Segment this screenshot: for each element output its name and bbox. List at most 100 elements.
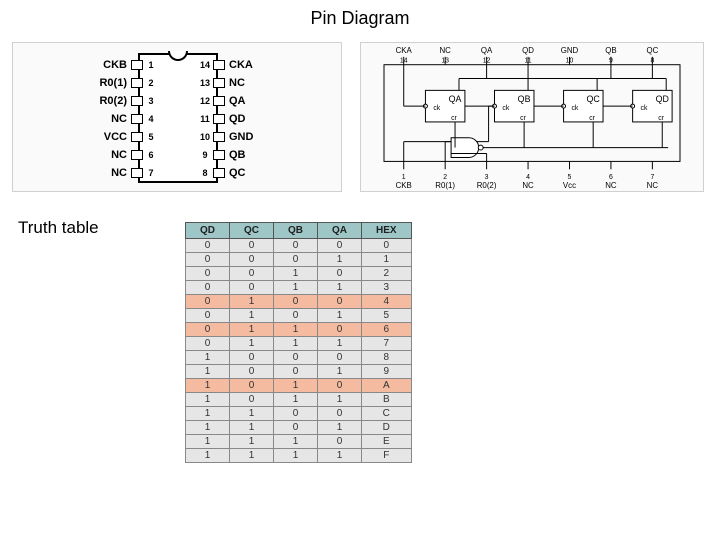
table-row: 1011B bbox=[186, 393, 412, 407]
table-row: 1110E bbox=[186, 435, 412, 449]
svg-text:CKB: CKB bbox=[396, 181, 412, 190]
pin-label: CKB bbox=[83, 59, 131, 71]
pin-num: 10 bbox=[197, 132, 213, 142]
tt-col: QC bbox=[230, 223, 274, 239]
pin-num: 12 bbox=[197, 96, 213, 106]
tt-cell: 1 bbox=[318, 365, 362, 379]
pin-label: VCC bbox=[83, 131, 131, 143]
svg-text:QC: QC bbox=[646, 46, 658, 55]
svg-text:R0(1): R0(1) bbox=[435, 181, 455, 190]
tt-cell: 8 bbox=[362, 351, 412, 365]
pin-num: 3 bbox=[143, 96, 159, 106]
pin-left-7: NC7 bbox=[83, 165, 159, 181]
tt-cell: 1 bbox=[274, 267, 318, 281]
tt-cell: 0 bbox=[362, 239, 412, 253]
tt-cell: 1 bbox=[318, 309, 362, 323]
pin-stub bbox=[131, 168, 143, 178]
pin-right-9: QB 9 bbox=[197, 147, 273, 163]
tt-cell: 0 bbox=[318, 379, 362, 393]
svg-text:cr: cr bbox=[589, 115, 595, 122]
pin-label: QB bbox=[225, 149, 273, 161]
tt-cell: 4 bbox=[362, 295, 412, 309]
tt-cell: 0 bbox=[274, 239, 318, 253]
tt-cell: 0 bbox=[318, 323, 362, 337]
pin-stub bbox=[131, 60, 143, 70]
pin-stub bbox=[213, 150, 225, 160]
pin-label: NC bbox=[225, 77, 273, 89]
pin-stub bbox=[213, 78, 225, 88]
tt-cell: 9 bbox=[362, 365, 412, 379]
tt-cell: 0 bbox=[318, 267, 362, 281]
tt-cell: 1 bbox=[230, 323, 274, 337]
table-row: 00000 bbox=[186, 239, 412, 253]
svg-text:14: 14 bbox=[400, 58, 408, 65]
tt-cell: 0 bbox=[274, 365, 318, 379]
svg-text:ck: ck bbox=[502, 105, 509, 112]
svg-text:R0(2): R0(2) bbox=[477, 181, 497, 190]
tt-cell: 0 bbox=[186, 267, 230, 281]
tt-cell: 1 bbox=[186, 365, 230, 379]
table-row: 1101D bbox=[186, 421, 412, 435]
pin-right-8: QC8 bbox=[197, 165, 273, 181]
svg-text:QA: QA bbox=[449, 94, 462, 104]
pin-stub bbox=[131, 132, 143, 142]
svg-text:CKA: CKA bbox=[396, 46, 413, 55]
tt-cell: 1 bbox=[318, 253, 362, 267]
tt-cell: 0 bbox=[230, 351, 274, 365]
tt-cell: 0 bbox=[274, 351, 318, 365]
pin-label: QA bbox=[225, 95, 273, 107]
tt-cell: C bbox=[362, 407, 412, 421]
svg-text:11: 11 bbox=[524, 58, 531, 65]
pin-num: 2 bbox=[143, 78, 159, 88]
tt-cell: 1 bbox=[274, 379, 318, 393]
pin-label: CKA bbox=[225, 59, 273, 71]
svg-text:ck: ck bbox=[641, 105, 648, 112]
pin-num: 9 bbox=[197, 150, 213, 160]
svg-text:QD: QD bbox=[522, 46, 534, 55]
tt-cell: 0 bbox=[230, 239, 274, 253]
tt-cell: 1 bbox=[230, 309, 274, 323]
table-row: 1010A bbox=[186, 379, 412, 393]
pin-left-2: R0(1)2 bbox=[83, 75, 159, 91]
tt-cell: 0 bbox=[230, 281, 274, 295]
tt-cell: 1 bbox=[362, 253, 412, 267]
tt-cell: 0 bbox=[318, 239, 362, 253]
tt-cell: 1 bbox=[274, 435, 318, 449]
tt-cell: 1 bbox=[274, 281, 318, 295]
tt-cell: A bbox=[362, 379, 412, 393]
pin-right-12: QA 12 bbox=[197, 93, 273, 109]
pin-label: NC bbox=[83, 113, 131, 125]
svg-text:QD: QD bbox=[656, 94, 669, 104]
tt-cell: 1 bbox=[318, 449, 362, 463]
pin-stub bbox=[131, 114, 143, 124]
tt-cell: 0 bbox=[186, 253, 230, 267]
svg-text:NC: NC bbox=[522, 181, 534, 190]
tt-cell: 0 bbox=[186, 337, 230, 351]
pin-label: QC bbox=[225, 167, 273, 179]
pin-stub bbox=[131, 150, 143, 160]
pin-right-10: GND10 bbox=[197, 129, 273, 145]
truth-table: QDQCQBQAHEX 0000000011001020011301004010… bbox=[185, 222, 412, 463]
tt-cell: 1 bbox=[274, 449, 318, 463]
tt-cell: 0 bbox=[318, 435, 362, 449]
pin-label: NC bbox=[83, 149, 131, 161]
table-row: 01015 bbox=[186, 309, 412, 323]
tt-cell: 1 bbox=[230, 449, 274, 463]
tt-col: HEX bbox=[362, 223, 412, 239]
tt-cell: 0 bbox=[230, 253, 274, 267]
tt-cell: F bbox=[362, 449, 412, 463]
pin-stub bbox=[213, 96, 225, 106]
table-row: 10008 bbox=[186, 351, 412, 365]
pin-left-6: NC6 bbox=[83, 147, 159, 163]
table-row: 00113 bbox=[186, 281, 412, 295]
pin-left-5: VCC5 bbox=[83, 129, 159, 145]
svg-text:8: 8 bbox=[650, 58, 654, 65]
tt-cell: 1 bbox=[186, 449, 230, 463]
tt-cell: 7 bbox=[362, 337, 412, 351]
tt-cell: 0 bbox=[274, 421, 318, 435]
pin-num: 14 bbox=[197, 60, 213, 70]
tt-cell: 0 bbox=[186, 239, 230, 253]
tt-cell: 1 bbox=[230, 295, 274, 309]
tt-cell: 1 bbox=[186, 351, 230, 365]
tt-cell: E bbox=[362, 435, 412, 449]
